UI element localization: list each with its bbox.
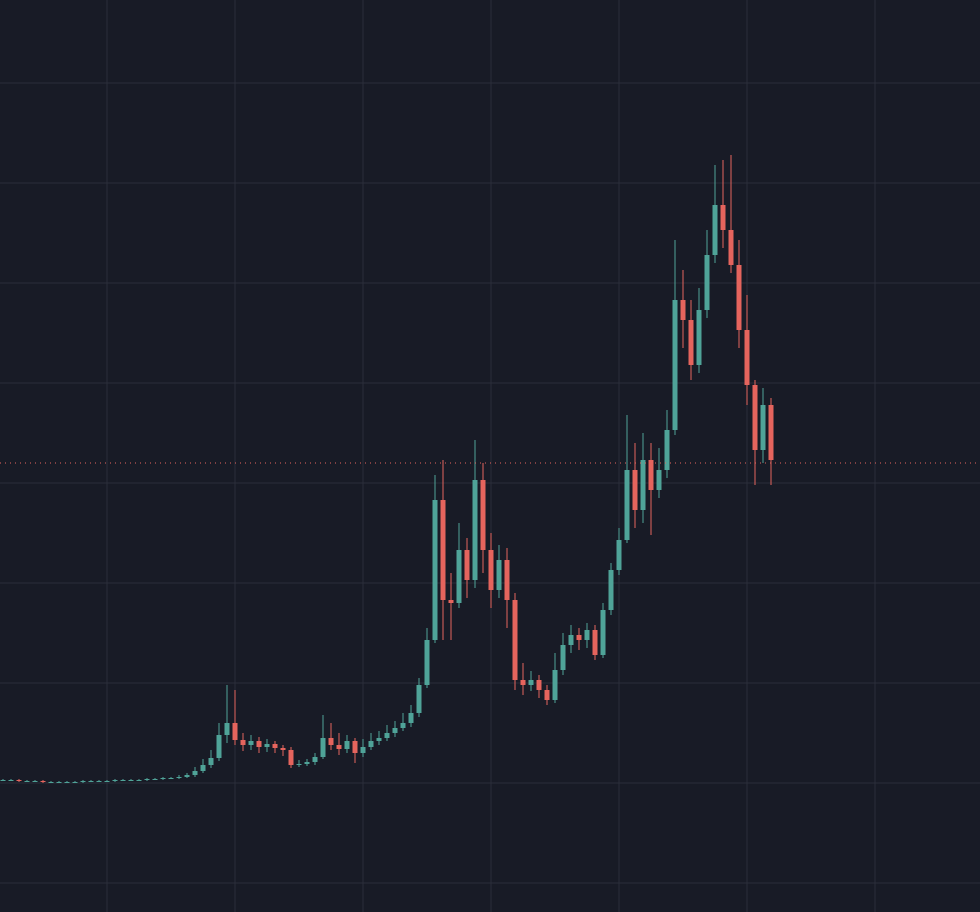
candle-body [256, 741, 262, 747]
candle-body [576, 635, 582, 640]
candle-body [184, 775, 190, 777]
candle-body [384, 733, 390, 738]
candle-body [736, 265, 742, 330]
candle-body [80, 781, 86, 782]
candle-body [456, 550, 462, 603]
candle-body [360, 747, 366, 753]
candle-body [536, 680, 542, 690]
candle-body [344, 741, 350, 749]
candle-body [704, 255, 710, 310]
candle-body [584, 630, 590, 640]
candle-body [512, 600, 518, 680]
candle-body [8, 780, 14, 781]
candle-body [744, 330, 750, 385]
candle-body [128, 780, 134, 781]
candle-body [520, 680, 526, 685]
candle-body [24, 781, 30, 782]
candle-body [416, 685, 422, 713]
candle-body [72, 782, 78, 783]
candle-body [216, 735, 222, 758]
candle-body [336, 745, 342, 749]
candle-body [312, 757, 318, 762]
candle-body [616, 540, 622, 570]
candle-body [624, 470, 630, 540]
candle-body [496, 560, 502, 590]
candle-body [248, 741, 254, 745]
candle-body [392, 728, 398, 733]
candle-body [664, 430, 670, 470]
candle-body [752, 385, 758, 450]
candle-body [560, 645, 566, 670]
candle-body [424, 640, 430, 685]
candle-body [176, 777, 182, 778]
candle-body [376, 738, 382, 741]
candle-body [208, 758, 214, 765]
candle-body [472, 480, 478, 580]
candle-body [64, 782, 70, 783]
candle-body [672, 300, 678, 430]
candle-body [728, 230, 734, 265]
candle-body [488, 550, 494, 590]
candle-body [296, 764, 302, 765]
candle-body [400, 723, 406, 728]
candle-body [504, 560, 510, 600]
candle-body [200, 765, 206, 771]
candle-body [136, 780, 142, 781]
candle-body [528, 680, 534, 685]
candle-body [280, 748, 286, 750]
candle-body [656, 470, 662, 490]
candle-body [608, 570, 614, 610]
candle-body [96, 781, 102, 782]
candle-body [152, 779, 158, 780]
candle-body [160, 778, 166, 779]
candle-body [32, 781, 38, 782]
candle-body [56, 782, 62, 783]
candle-body [16, 780, 22, 781]
candle-body [680, 300, 686, 320]
candle-body [768, 405, 774, 460]
candle-body [232, 723, 238, 740]
candle-body [168, 778, 174, 779]
candle-body [712, 205, 718, 255]
candle-body [224, 723, 230, 735]
candle-body [120, 780, 126, 781]
candle-body [40, 781, 46, 782]
candle-body [408, 713, 414, 723]
candle-body [288, 750, 294, 765]
candle-body [480, 480, 486, 550]
candle-body [88, 781, 94, 782]
candle-body [264, 744, 270, 747]
candle-body [272, 744, 278, 748]
candle-body [568, 635, 574, 645]
candle-body [648, 460, 654, 490]
candle-body [448, 600, 454, 603]
candle-body [600, 610, 606, 655]
candle-body [760, 405, 766, 450]
candle-body [304, 762, 310, 764]
candle-body [696, 310, 702, 365]
candle-body [104, 781, 110, 782]
candle-body [632, 470, 638, 510]
candle-body [432, 500, 438, 640]
candle-body [440, 500, 446, 600]
candle-body [192, 771, 198, 775]
candle-body [0, 780, 6, 781]
candle-body [112, 780, 118, 781]
candle-body [352, 741, 358, 753]
candle-body [552, 670, 558, 700]
candle-body [592, 630, 598, 655]
candle-body [368, 741, 374, 747]
candle-body [464, 550, 470, 580]
candle-body [144, 779, 150, 780]
candle-body [48, 782, 54, 783]
candle-body [240, 740, 246, 745]
candle-body [544, 690, 550, 700]
candle-body [328, 738, 334, 745]
candle-body [320, 738, 326, 757]
candle-body [720, 205, 726, 230]
candle-body [688, 320, 694, 365]
candle-body [640, 460, 646, 510]
